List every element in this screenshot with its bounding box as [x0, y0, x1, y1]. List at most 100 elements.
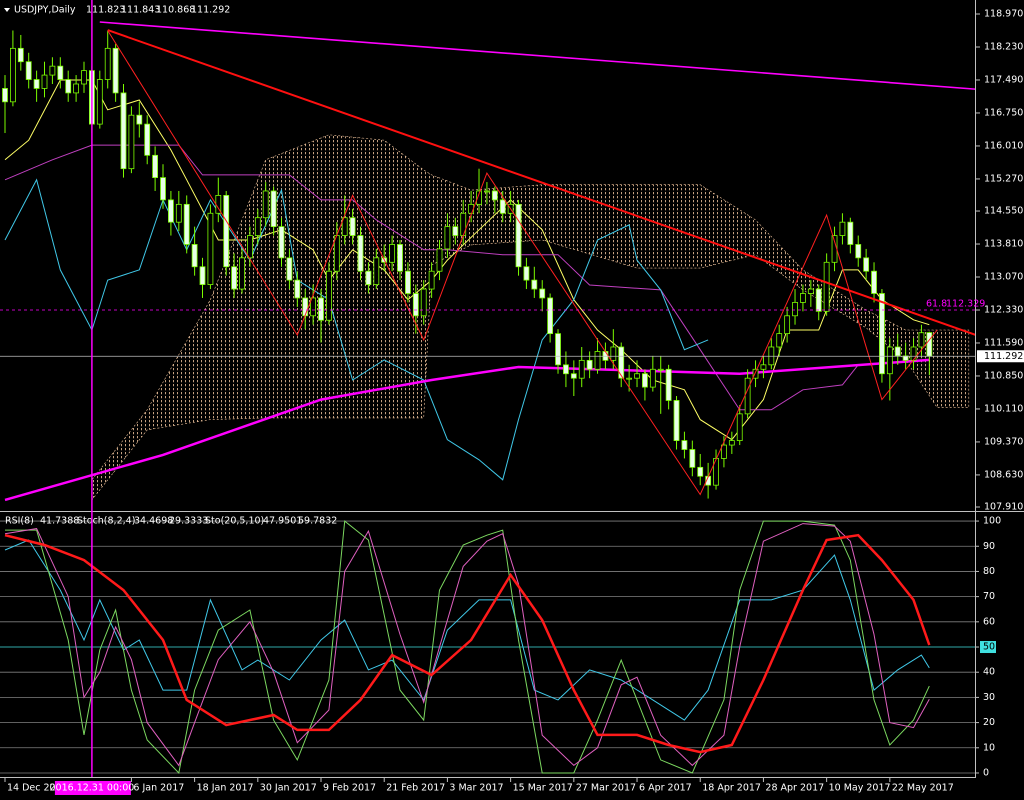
- candle-body: [839, 221, 846, 236]
- price-tick-label: 110.110: [984, 403, 1023, 414]
- candle-body: [760, 364, 767, 370]
- osc-tick-label: 90: [983, 541, 995, 552]
- price-panel: [0, 21, 975, 502]
- time-tick-label: 27 Mar 2017: [576, 783, 636, 794]
- price-tick-label: 108.630: [984, 469, 1023, 480]
- candle-body: [484, 190, 490, 193]
- candle-body: [531, 279, 538, 290]
- price-tick-label: 118.970: [984, 9, 1023, 20]
- price-tick-label: 107.910: [984, 502, 1023, 513]
- candle-body: [10, 47, 16, 103]
- candle-body: [807, 288, 814, 294]
- candle-body: [420, 288, 427, 317]
- time-tick-label: 18 Jan 2017: [197, 783, 254, 794]
- candle-body: [160, 177, 166, 201]
- candle-body: [389, 244, 396, 263]
- candle-body: [871, 270, 877, 294]
- candle-body: [815, 288, 822, 312]
- candle-body: [476, 190, 482, 205]
- candle-body: [373, 257, 380, 285]
- candle-body: [96, 79, 103, 125]
- price-tick-label: 113.810: [984, 239, 1023, 250]
- oscillator-line: [4, 533, 931, 754]
- candle-body: [247, 235, 253, 259]
- price-tick-label: 114.550: [984, 206, 1023, 217]
- candle-body: [175, 203, 182, 223]
- indicator-name: RSI(8): [5, 516, 34, 527]
- ohlc-low: 110.868: [156, 5, 195, 16]
- candle-body: [112, 47, 119, 94]
- candle-body: [744, 377, 751, 415]
- candle-body: [626, 377, 633, 380]
- osc-tick-label: 30: [983, 692, 995, 703]
- time-tick-label: 15 Mar 2017: [513, 783, 573, 794]
- candle-body: [73, 83, 80, 94]
- candle-body: [278, 226, 285, 259]
- candle-body: [681, 440, 688, 450]
- candle-body: [665, 368, 672, 401]
- candle-body: [128, 114, 135, 170]
- indicator-value: 34.4698: [134, 516, 173, 527]
- candle-body: [689, 449, 696, 468]
- candle-body: [120, 92, 127, 170]
- candle-body: [49, 65, 56, 76]
- candle-body: [863, 257, 870, 272]
- candle-body: [152, 154, 159, 179]
- price-tick-label: 116.750: [984, 107, 1023, 118]
- candle-body: [736, 413, 743, 441]
- candle-body: [657, 368, 664, 371]
- ohlc-open: 111.823: [86, 5, 125, 16]
- candle-body: [578, 359, 585, 379]
- oscillator-line: [5, 520, 930, 775]
- symbol-title: USDJPY,Daily: [14, 5, 76, 16]
- candle-body: [436, 248, 443, 272]
- price-tick-label: 110.850: [984, 370, 1023, 381]
- candle-body: [499, 199, 506, 214]
- candle-body: [452, 226, 459, 236]
- candle-body: [254, 217, 261, 236]
- candle-body: [879, 293, 885, 375]
- price-tick-label: 112.330: [984, 304, 1023, 315]
- oscillator-line: [4, 523, 930, 767]
- candle-body: [926, 332, 933, 357]
- candle-body: [570, 373, 577, 379]
- price-tick-label: 111.590: [984, 337, 1023, 348]
- candle-body: [823, 261, 830, 312]
- candle-body: [168, 199, 174, 223]
- candle-body: [357, 235, 364, 272]
- candle-body: [191, 244, 198, 268]
- price-tick-label: 116.010: [984, 140, 1023, 151]
- ohlc-close: 111.292: [191, 5, 230, 16]
- candle-body: [81, 70, 87, 85]
- candle-body: [310, 297, 317, 317]
- osc-tick-label: 100: [983, 516, 1001, 527]
- candle-body: [65, 79, 72, 94]
- candle-body: [594, 351, 601, 370]
- osc-tick-label: 80: [983, 566, 995, 577]
- fib-level-label: 61.8: [926, 299, 947, 310]
- time-tick-label: 3 Mar 2017: [449, 783, 503, 794]
- menu-arrow[interactable]: [4, 8, 10, 12]
- time-tick-label: 22 May 2017: [892, 783, 954, 794]
- time-tick-label: 10 May 2017: [829, 783, 891, 794]
- candle-body: [2, 88, 8, 103]
- time-tick-label: 30 Jan 2017: [260, 783, 317, 794]
- candle-body: [618, 346, 625, 379]
- trend-line: [107, 30, 938, 496]
- candle-body: [642, 373, 648, 388]
- candle-body: [104, 47, 111, 80]
- time-tick-label: 18 Apr 2017: [702, 783, 761, 794]
- time-tick-label: 6 Jan 2017: [133, 783, 184, 794]
- candle-body: [136, 114, 143, 125]
- ohlc-high: 111.843: [121, 5, 160, 16]
- candle-body: [144, 123, 151, 156]
- candle-body: [270, 190, 277, 228]
- candle-body: [792, 302, 798, 317]
- candle-body: [721, 444, 727, 459]
- osc-tick-label: 10: [983, 742, 995, 753]
- trend-line: [107, 29, 975, 336]
- candle-body: [894, 346, 901, 357]
- candle-body: [302, 297, 309, 317]
